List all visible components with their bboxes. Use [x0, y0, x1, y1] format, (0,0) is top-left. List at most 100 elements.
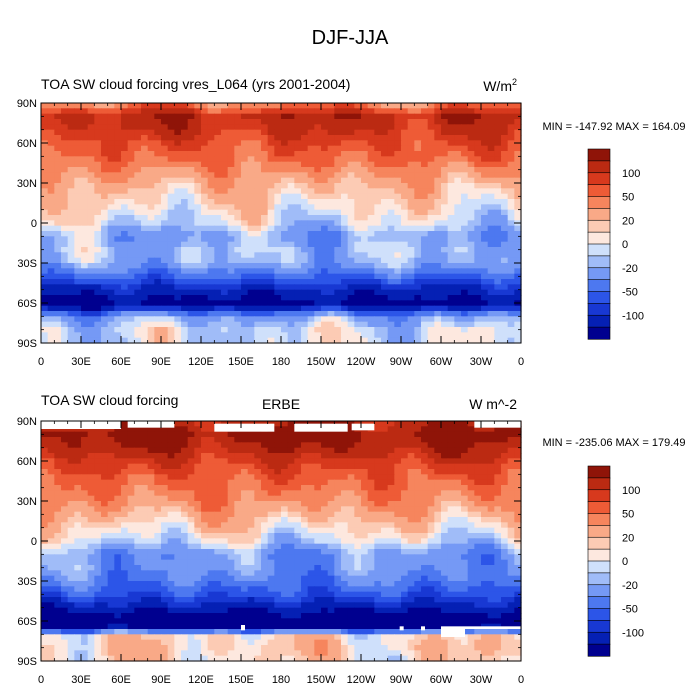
field-cell — [254, 140, 262, 147]
field-cell — [201, 241, 209, 248]
field-cell — [467, 479, 475, 486]
field-cell — [134, 156, 142, 163]
field-cell — [401, 300, 409, 307]
field-cell — [247, 431, 255, 438]
field-cell — [107, 501, 115, 507]
field-cell — [207, 209, 215, 216]
field-cell — [501, 252, 509, 259]
field-cell — [254, 479, 262, 486]
field-cell — [274, 108, 282, 115]
field-cell — [487, 495, 495, 502]
field-cell — [387, 321, 395, 328]
field-cell — [127, 113, 135, 120]
field-cell — [101, 533, 109, 539]
field-cell — [321, 215, 329, 221]
field-cell — [107, 321, 115, 328]
field-cell — [334, 485, 342, 491]
field-cell — [334, 479, 342, 486]
field-cell — [41, 145, 49, 152]
field-cell — [267, 289, 275, 296]
field-cell — [327, 316, 335, 323]
field-cell — [494, 247, 502, 253]
field-cell — [347, 511, 355, 518]
field-cell — [467, 305, 475, 312]
field-cell — [174, 289, 182, 296]
field-cell — [421, 231, 429, 237]
field-cell — [274, 279, 282, 285]
field-cell — [247, 284, 255, 291]
field-cell — [81, 108, 89, 115]
field-cell — [387, 437, 395, 443]
field-cell — [61, 522, 69, 529]
field-cell — [447, 527, 455, 534]
field-cell — [87, 337, 95, 344]
field-cell — [247, 479, 255, 486]
field-cell — [74, 495, 82, 502]
field-cell — [387, 236, 395, 243]
field-cell — [314, 490, 322, 497]
field-cell — [127, 263, 135, 269]
field-cell — [461, 517, 469, 523]
field-cell — [394, 311, 402, 317]
field-cell — [107, 300, 115, 307]
field-cell — [47, 300, 55, 307]
field-cell — [347, 479, 355, 486]
field-cell — [114, 463, 122, 470]
field-cell — [67, 252, 75, 259]
field-cell — [81, 522, 89, 529]
field-cell — [374, 506, 382, 513]
field-cell — [81, 145, 89, 152]
field-cell — [321, 113, 329, 120]
field-cell — [167, 469, 175, 475]
field-cell — [321, 442, 329, 449]
field-cell — [361, 177, 369, 184]
field-cell — [394, 225, 402, 232]
field-cell — [161, 522, 169, 529]
field-cell — [134, 188, 142, 195]
field-cell — [54, 316, 62, 323]
field-cell — [407, 156, 415, 163]
field-cell — [181, 479, 189, 486]
field-cell — [294, 279, 302, 285]
field-cell — [221, 463, 229, 470]
field-cell — [354, 458, 362, 465]
field-cell — [141, 485, 149, 491]
field-cell — [127, 231, 135, 237]
field-cell — [41, 501, 49, 507]
field-cell — [301, 263, 309, 269]
field-cell — [374, 236, 382, 243]
field-cell — [227, 103, 235, 109]
field-cell — [54, 485, 62, 491]
field-cell — [327, 140, 335, 147]
field-cell — [221, 172, 229, 179]
field-cell — [101, 463, 109, 470]
field-cell — [487, 113, 495, 120]
field-cell — [174, 257, 182, 264]
field-cell — [134, 135, 142, 141]
field-cell — [114, 241, 122, 248]
field-cell — [61, 426, 69, 433]
field-cell — [414, 447, 422, 454]
field-cell — [461, 263, 469, 269]
field-cell — [474, 103, 482, 109]
field-cell — [361, 469, 369, 475]
field-cell — [427, 108, 435, 115]
field-cell — [227, 167, 235, 173]
field-cell — [361, 501, 369, 507]
field-cell — [247, 533, 255, 539]
field-cell — [407, 193, 415, 200]
field-cell — [381, 177, 389, 184]
field-cell — [187, 426, 195, 433]
field-cell — [514, 501, 522, 507]
field-cell — [127, 273, 135, 280]
field-cell — [181, 501, 189, 507]
field-cell — [507, 337, 515, 344]
field-cell — [121, 431, 129, 438]
field-cell — [234, 263, 242, 269]
field-cell — [501, 517, 509, 523]
field-cell — [387, 113, 395, 120]
field-cell — [301, 252, 309, 259]
field-cell — [41, 108, 49, 115]
field-cell — [121, 426, 129, 433]
field-cell — [294, 273, 302, 280]
